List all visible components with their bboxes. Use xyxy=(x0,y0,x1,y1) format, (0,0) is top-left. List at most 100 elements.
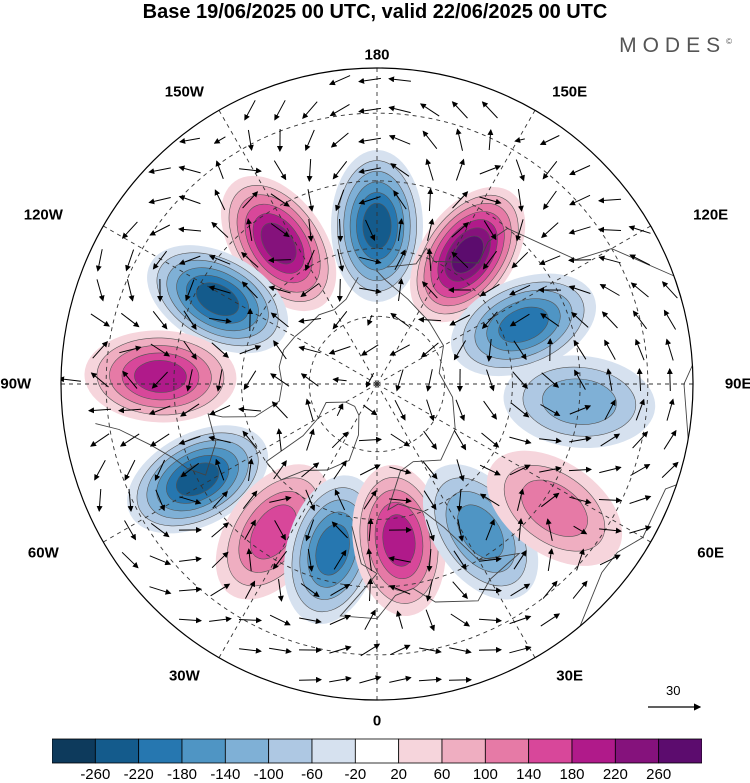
wind-arrow xyxy=(364,609,376,630)
longitude-label: 150E xyxy=(552,83,588,101)
wind-arrow xyxy=(358,436,382,443)
wind-arrow xyxy=(569,194,591,206)
wind-arrow xyxy=(666,368,673,392)
wind-arrow xyxy=(516,488,525,511)
wind-arrow xyxy=(94,460,106,481)
wind-arrow xyxy=(148,167,171,175)
wind-arrow xyxy=(334,489,346,511)
wind-arrow xyxy=(88,407,112,414)
wind-arrow xyxy=(515,159,525,182)
wind-arrow xyxy=(183,310,197,331)
wind-arrow xyxy=(367,578,374,602)
wind-vectors xyxy=(61,75,679,684)
wind-arrow xyxy=(423,430,437,450)
wind-arrow xyxy=(450,613,471,627)
wind-arrow xyxy=(358,77,381,84)
wind-arrow xyxy=(483,220,497,241)
wind-arrow xyxy=(456,488,463,512)
wind-arrow xyxy=(90,433,110,447)
wind-arrow xyxy=(418,316,442,323)
longitude-label: 30E xyxy=(556,667,583,685)
wind-arrow xyxy=(359,464,381,476)
anomaly-center xyxy=(450,273,597,377)
wind-arrow xyxy=(479,556,502,563)
wind-arrow xyxy=(365,372,375,388)
wind-arrow xyxy=(300,583,320,598)
wind-arrow xyxy=(543,190,557,210)
wind-arrow xyxy=(238,406,262,413)
wind-arrow xyxy=(635,398,645,421)
wind-arrow xyxy=(629,495,652,504)
wind-arrow xyxy=(273,160,287,181)
wind-arrow xyxy=(328,346,351,355)
longitude-label: 180 xyxy=(364,46,390,64)
wind-arrow xyxy=(331,431,349,449)
wind-arrow xyxy=(178,255,201,265)
wind-arrow xyxy=(270,373,290,387)
wind-arrow xyxy=(630,282,649,298)
longitude-label: 120W xyxy=(23,206,63,224)
wind-arrow xyxy=(214,189,226,211)
wind-arrow xyxy=(455,399,465,422)
wind-arrow xyxy=(209,317,232,324)
longitude-label: 90E xyxy=(724,375,750,393)
wind-arrow xyxy=(149,555,172,566)
wind-arrow xyxy=(336,278,343,302)
wind-arrow xyxy=(277,579,284,602)
wind-arrow xyxy=(661,281,678,299)
colorbar-bin xyxy=(224,738,270,764)
wind-arrow xyxy=(300,283,320,298)
wind-arrow xyxy=(418,676,442,683)
wind-arrow xyxy=(209,404,231,416)
wind-arrow xyxy=(455,128,463,151)
wind-arrow xyxy=(243,370,257,391)
wind-arrow xyxy=(451,222,470,238)
colorbar-bin xyxy=(94,738,140,764)
wind-arrow xyxy=(124,520,137,541)
wind-arrow xyxy=(452,581,468,600)
wind-arrow xyxy=(239,345,262,355)
wind-arrow xyxy=(457,519,465,542)
wind-arrow xyxy=(301,462,320,478)
wind-arrow xyxy=(453,430,467,451)
anomaly-contour xyxy=(362,202,392,250)
colorbar-tick-label: 60 xyxy=(433,766,451,783)
anomaly-contour xyxy=(498,306,549,343)
wind-arrow xyxy=(127,488,134,512)
wind-arrow xyxy=(509,436,532,445)
modes-logo: MODES© xyxy=(619,34,732,58)
wind-arrow xyxy=(569,496,592,505)
wind-arrow xyxy=(453,550,467,571)
longitude-label: 150W xyxy=(164,83,204,101)
wind-arrow xyxy=(426,248,433,272)
wind-arrow xyxy=(388,105,411,114)
anomaly-field xyxy=(84,150,656,625)
wind-arrow xyxy=(425,609,435,632)
wind-arrow xyxy=(179,137,200,144)
wind-arrow xyxy=(568,226,591,235)
wind-arrow xyxy=(390,644,411,656)
wind-arrow xyxy=(150,523,170,538)
wind-arrow xyxy=(268,257,292,264)
wind-arrow xyxy=(427,188,434,212)
wind-arrow xyxy=(306,158,313,182)
colorbar-bin xyxy=(571,738,616,764)
wind-arrow xyxy=(388,76,411,83)
wind-arrow xyxy=(630,463,651,476)
wind-arrow xyxy=(298,317,321,324)
wind-arrow xyxy=(304,129,315,152)
colorbar-bin xyxy=(181,738,226,764)
wind-arrow xyxy=(539,135,560,146)
longitude-label: 30W xyxy=(168,667,200,685)
longitude-label: 120E xyxy=(693,206,729,224)
wind-arrow xyxy=(90,372,109,388)
wind-arrow xyxy=(273,340,287,360)
wind-arrow xyxy=(604,399,616,420)
wind-arrow xyxy=(388,584,411,595)
wind-arrow xyxy=(425,579,433,602)
coastline xyxy=(95,277,359,476)
wind-arrow xyxy=(272,550,288,570)
colorbar-bin xyxy=(138,738,183,764)
wind-arrow xyxy=(305,398,314,421)
wind-arrow xyxy=(359,675,382,684)
